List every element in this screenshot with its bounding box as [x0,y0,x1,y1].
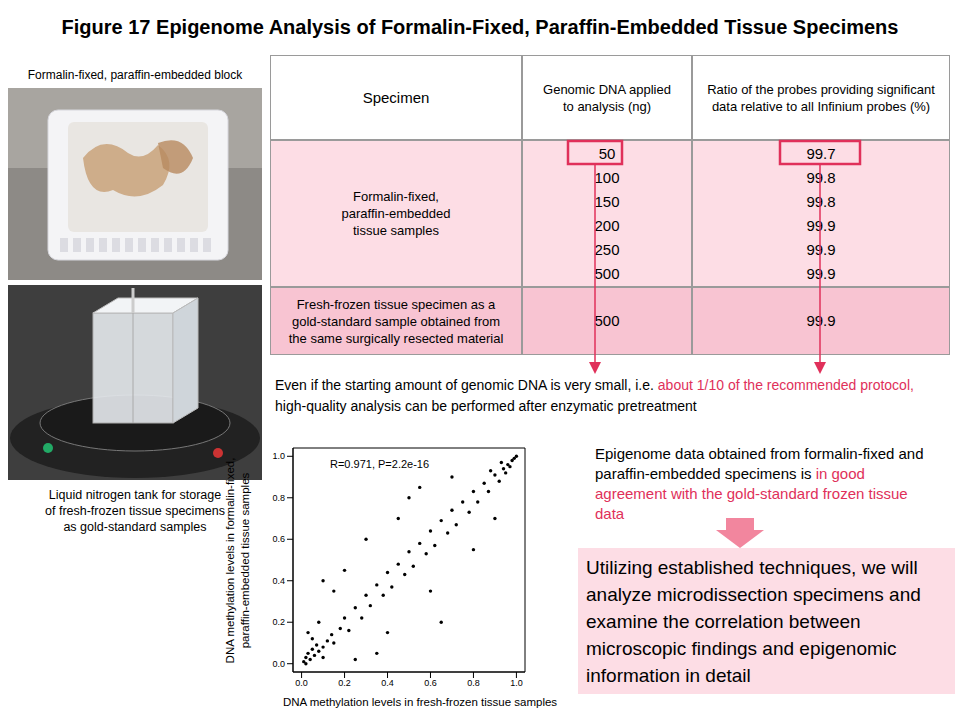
html-text:50: 50 [598,144,616,162]
html-text:Figure 17 Epigenome Analysis o: Figure 17 Epigenome Analysis of Formalin… [61,16,899,38]
html-text:the same surgically resected m: the same surgically resected material [288,330,504,346]
svg-text:0.0: 0.0 [295,678,308,688]
html-text:of fresh-frozen tissue specime: of fresh-frozen tissue specimens [45,504,225,518]
svg-text:0.0: 0.0 [272,659,285,669]
html-text:500: 500 [594,264,620,282]
html-text:Genomic DNA applied: Genomic DNA applied [543,81,671,97]
html-text:tissue samples: tissue samples [353,223,439,238]
html-text:150: 150 [594,192,620,210]
html-text:99.7: 99.7 [806,144,836,162]
html-text:Formalin-fixed, paraffin-embed: Formalin-fixed, paraffin-embedded block [27,68,243,82]
svg-text:0.8: 0.8 [467,678,480,688]
svg-text:0.6: 0.6 [272,534,285,544]
html-text:99.9: 99.9 [806,216,836,234]
html-text:99.8: 99.8 [806,168,836,186]
html-text:Utilizing established techniqu: Utilizing established techniques, we wil… [586,557,921,686]
html-text:99.9: 99.9 [806,312,836,329]
html-text:paraffin-embedded: paraffin-embedded [341,206,451,221]
html-text:as gold-standard samples: as gold-standard samples [63,520,207,534]
svg-text:0.8: 0.8 [272,493,285,503]
html-text:500: 500 [594,312,620,329]
html-text:99.8: 99.8 [806,192,836,210]
html-text:99.9: 99.9 [806,264,836,282]
html-text:R=0.971, P=2.2e-16: R=0.971, P=2.2e-16 [330,458,430,470]
html-text:DNA methylation levels in fres: DNA methylation levels in fresh-frozen t… [282,696,558,708]
html-text:to analysis (ng): to analysis (ng) [562,98,652,114]
html-text:Fresh-frozen tissue specimen a: Fresh-frozen tissue specimen as a [296,296,496,312]
html-text:data relative to all Infinium: data relative to all Infinium probes (%) [711,98,931,114]
svg-text:0.6: 0.6 [424,678,437,688]
html-text:Ratio of the probes providing: Ratio of the probes providing significan… [707,81,935,97]
html-text:high-quality analysis can be p: high-quality analysis can be performed a… [275,398,697,414]
svg-text:1.0: 1.0 [272,451,285,461]
svg-text:1.0: 1.0 [510,678,523,688]
html-text:Formalin-fixed,: Formalin-fixed, [353,189,439,204]
html-text:250: 250 [594,240,620,258]
svg-text:0.4: 0.4 [381,678,394,688]
html-text:Specimen: Specimen [362,89,430,106]
html-text:200: 200 [594,216,620,234]
html-text:DNA methylation levels in form: DNA methylation levels in formalin-fixed… [223,457,251,664]
html-text:100: 100 [594,168,620,186]
svg-text:0.2: 0.2 [338,678,351,688]
html-text:Even if the starting amount of: Even if the starting amount of genomic D… [275,377,914,393]
html-text:Liquid nitrogen tank for stora: Liquid nitrogen tank for storage [48,488,222,502]
svg-text:0.2: 0.2 [272,617,285,627]
html-text:99.9: 99.9 [806,240,836,258]
svg-text:0.4: 0.4 [272,576,285,586]
html-text:Epigenome data obtained from f: Epigenome data obtained from formalin-fi… [595,445,924,522]
html-text:gold-standard sample obtained: gold-standard sample obtained from [291,313,501,329]
